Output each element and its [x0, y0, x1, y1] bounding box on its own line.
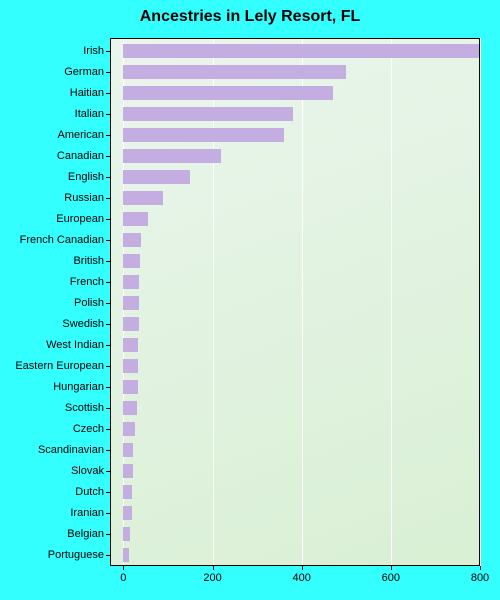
x-tick	[391, 566, 392, 570]
y-tick	[106, 555, 110, 556]
x-tick	[123, 566, 124, 570]
bar	[123, 464, 133, 478]
axis-line	[110, 38, 480, 39]
y-tick	[106, 387, 110, 388]
y-axis-label: Scottish	[0, 402, 104, 414]
x-axis-label: 200	[203, 572, 221, 584]
chart-container: Ancestries in Lely Resort, FL City-Data.…	[0, 0, 500, 600]
y-axis-label: German	[0, 66, 104, 78]
y-axis-label: Haitian	[0, 87, 104, 99]
x-tick	[302, 566, 303, 570]
y-axis-label: French	[0, 276, 104, 288]
y-axis-label: Swedish	[0, 318, 104, 330]
bar	[123, 149, 221, 163]
plot-area	[110, 38, 480, 566]
y-tick	[106, 513, 110, 514]
y-axis-label: Polish	[0, 297, 104, 309]
y-tick	[106, 156, 110, 157]
bar	[123, 65, 346, 79]
y-axis-label: Portuguese	[0, 549, 104, 561]
y-axis-label: Russian	[0, 192, 104, 204]
bar	[123, 485, 132, 499]
y-tick	[106, 72, 110, 73]
bar	[123, 44, 480, 58]
gridline	[302, 38, 303, 566]
x-tick	[213, 566, 214, 570]
y-axis-label: West Indian	[0, 339, 104, 351]
y-tick	[106, 240, 110, 241]
y-axis-label: Hungarian	[0, 381, 104, 393]
y-tick	[106, 534, 110, 535]
y-tick	[106, 135, 110, 136]
y-tick	[106, 303, 110, 304]
y-tick	[106, 429, 110, 430]
axis-line	[479, 38, 480, 566]
y-axis-label: Scandinavian	[0, 444, 104, 456]
y-axis-label: Slovak	[0, 465, 104, 477]
x-axis-label: 600	[382, 572, 400, 584]
bar	[123, 275, 139, 289]
bar	[123, 212, 148, 226]
bar	[123, 380, 137, 394]
y-axis-label: French Canadian	[0, 234, 104, 246]
bar	[123, 86, 333, 100]
y-axis-label: Czech	[0, 423, 104, 435]
bar	[123, 317, 138, 331]
bar	[123, 443, 133, 457]
y-axis-label: Irish	[0, 45, 104, 57]
y-axis-label: Dutch	[0, 486, 104, 498]
bar	[123, 233, 141, 247]
x-axis-label: 800	[471, 572, 489, 584]
y-tick	[106, 177, 110, 178]
bar	[123, 254, 140, 268]
y-tick	[106, 324, 110, 325]
y-tick	[106, 93, 110, 94]
y-axis-label: European	[0, 213, 104, 225]
bar	[123, 527, 130, 541]
gridline	[480, 38, 481, 566]
y-axis-label: English	[0, 171, 104, 183]
y-tick	[106, 219, 110, 220]
chart-title: Ancestries in Lely Resort, FL	[0, 8, 500, 26]
y-axis-label: British	[0, 255, 104, 267]
y-tick	[106, 366, 110, 367]
y-tick	[106, 492, 110, 493]
y-tick	[106, 450, 110, 451]
y-tick	[106, 198, 110, 199]
bar	[123, 338, 137, 352]
gridline	[391, 38, 392, 566]
y-tick	[106, 282, 110, 283]
bar	[123, 506, 132, 520]
x-tick	[480, 566, 481, 570]
y-tick	[106, 114, 110, 115]
bar	[123, 422, 134, 436]
axis-line	[110, 565, 480, 566]
bar	[123, 107, 292, 121]
axis-line	[110, 38, 111, 566]
bar	[123, 401, 136, 415]
y-axis-label: Canadian	[0, 150, 104, 162]
x-axis-label: 0	[120, 572, 126, 584]
bar	[123, 359, 137, 373]
y-axis-label: American	[0, 129, 104, 141]
bar	[123, 191, 163, 205]
bar	[123, 548, 128, 562]
y-tick	[106, 471, 110, 472]
y-tick	[106, 51, 110, 52]
y-axis-label: Iranian	[0, 507, 104, 519]
y-axis-label: Eastern European	[0, 360, 104, 372]
bar	[123, 128, 283, 142]
y-axis-label: Belgian	[0, 528, 104, 540]
bar	[123, 296, 138, 310]
y-tick	[106, 345, 110, 346]
bar	[123, 170, 190, 184]
x-axis-label: 400	[292, 572, 310, 584]
y-tick	[106, 408, 110, 409]
y-axis-label: Italian	[0, 108, 104, 120]
y-tick	[106, 261, 110, 262]
